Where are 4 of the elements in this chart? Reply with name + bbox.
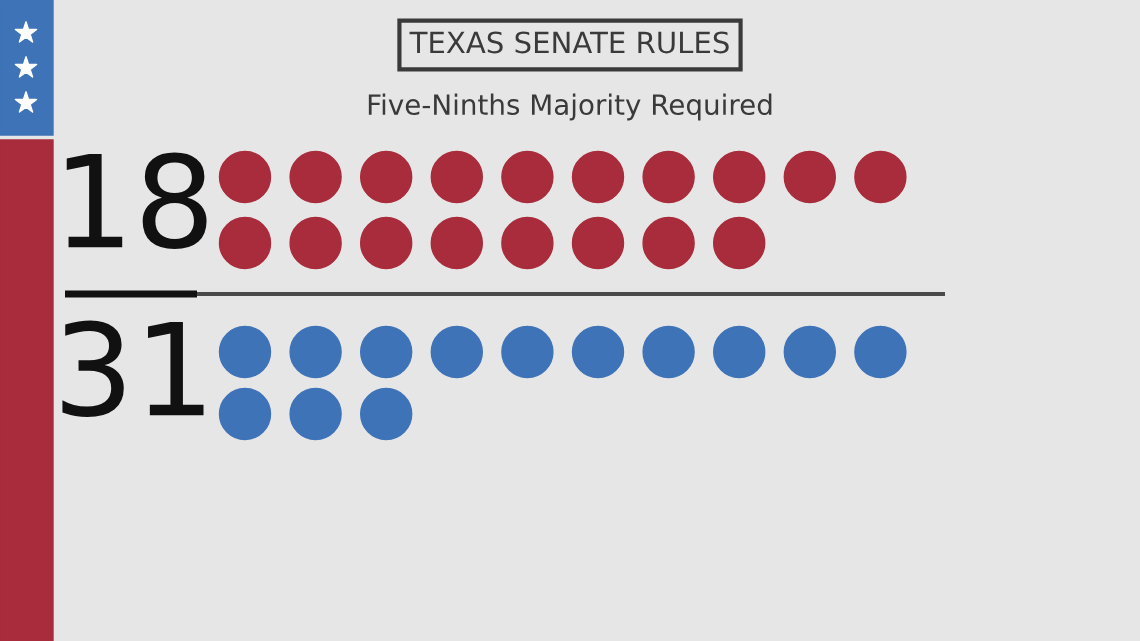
text: Five-Ninths Majority Required — [368, 93, 772, 121]
text: TEXAS SENATE RULES — [409, 31, 729, 54]
data-label: 18 — [66, 152, 207, 250]
data-label: 31 — [62, 320, 204, 418]
